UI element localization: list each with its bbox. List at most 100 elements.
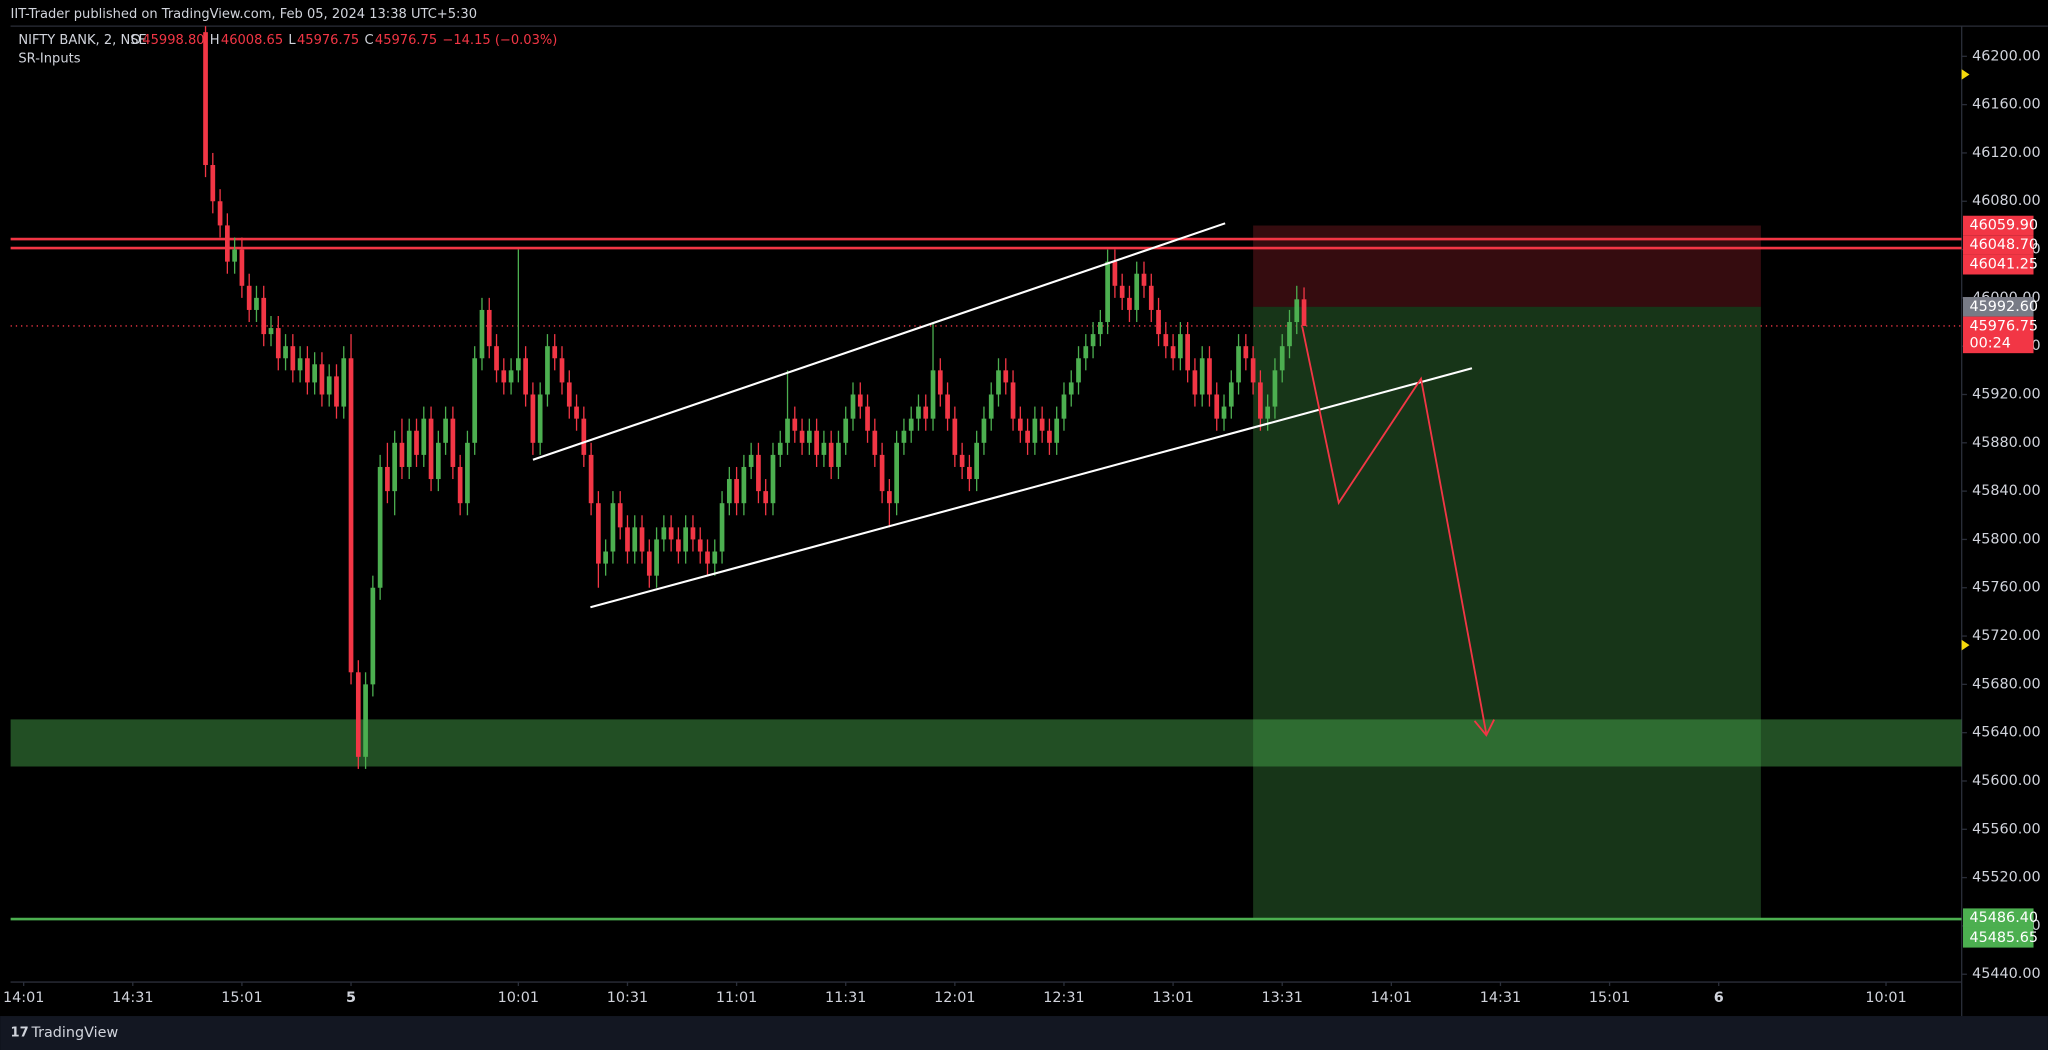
x-tick-label: 12:31 [1043,990,1084,1006]
y-tick-label: 45560.00 [1972,821,2041,837]
stop-zone [1253,225,1761,307]
candle-body [1236,346,1241,383]
legend-value: 46008.65 [221,33,283,48]
candle-body [530,394,536,443]
price-label-box [1962,316,2034,354]
price-label: 46059.90 [1970,218,2039,234]
candle-body [1017,418,1023,431]
candle-body [763,491,769,504]
legend-value: 45998.80 [142,33,204,48]
candle-body [1178,334,1183,359]
candle-body [254,297,259,310]
candle-body [748,454,754,467]
candle-body [326,376,332,395]
support-zone [10,719,1962,767]
candle-body [996,370,1001,395]
candle-body [901,430,907,443]
candle-body [443,418,448,443]
candle-body [319,364,325,395]
candle-body [486,309,492,347]
price-label-box [1962,254,2034,275]
candle-body [850,394,856,419]
candle-body [1090,334,1096,347]
candle-body [967,466,972,480]
candle-body [210,165,216,202]
drawings [532,222,1495,737]
candle-body [1054,418,1060,443]
candle-body [937,370,943,395]
candle-body [894,442,899,504]
candle-body [1265,406,1271,419]
candle-body [203,32,208,166]
arrow-head [1473,719,1495,737]
candle-body [225,225,230,262]
candle-body [1243,346,1249,359]
candle-body [887,491,892,504]
price-label-box [1962,235,2034,255]
candle-body [428,418,434,480]
candle-body [879,454,885,492]
candle-body [1207,358,1212,395]
candle-body [1047,430,1052,443]
candle-body [1221,406,1227,419]
price-label-box [1962,908,2034,928]
price-label: 45976.75 [1970,318,2039,334]
candle-body [508,370,514,383]
y-tick-label: 46080.00 [1972,193,2041,209]
x-tick-label: 15:01 [1589,990,1630,1006]
candle-body [1228,382,1234,407]
candle-body [1163,334,1169,347]
candle-body [268,328,274,335]
candle-body [952,418,958,455]
legend-value: 45976.75 [375,33,437,48]
candle-body [217,201,223,226]
candle-body [734,479,739,504]
candle-body [843,418,849,443]
candle-body [1287,322,1292,347]
candle-body [399,442,405,467]
candle-body [552,346,558,359]
candle-body [719,503,725,552]
candle-body [756,454,761,492]
x-tick-label: 14:31 [112,990,153,1006]
candle-body [283,346,288,359]
y-tick-label: 45800.00 [1972,531,2041,547]
candle-body [290,346,296,371]
candle-body [981,418,987,443]
y-tick-label: 45920.00 [1972,386,2041,402]
price-label-box [1962,297,2034,317]
candle-body [1039,418,1045,431]
candle-body [639,527,645,552]
legend-key: C [364,33,373,48]
candle-body [414,430,419,455]
candle-body [1250,358,1256,383]
marker [1961,69,1970,80]
candle-body [377,466,383,588]
candle-body [588,454,594,504]
x-tick-label: 14:01 [3,990,44,1006]
plot [10,26,1962,921]
candle-body [646,551,652,576]
price-label: 45485.65 [1970,930,2039,946]
candle-body [370,587,376,685]
candle-body [610,503,616,552]
candle-body [1214,394,1220,419]
candle-body [1083,346,1089,359]
candle-body [777,442,783,455]
price-label: 45486.40 [1970,910,2039,926]
candle-body [1105,261,1110,323]
axes: 46200.0046160.0046120.0046080.0046040.00… [3,48,2041,1005]
candle-body [1032,418,1038,443]
candle-body [916,406,921,419]
y-tick-label: 46120.00 [1972,145,2041,161]
candle-body [1061,394,1067,419]
candle-body [348,358,354,673]
candle-body [923,406,929,419]
candle-body [857,394,863,407]
candle-body [661,527,667,540]
legend-change: −14.15 (−0.03%) [442,33,557,48]
candle-body [865,406,870,431]
y-tick-label: 45760.00 [1972,580,2041,596]
candle-body [1294,299,1300,323]
